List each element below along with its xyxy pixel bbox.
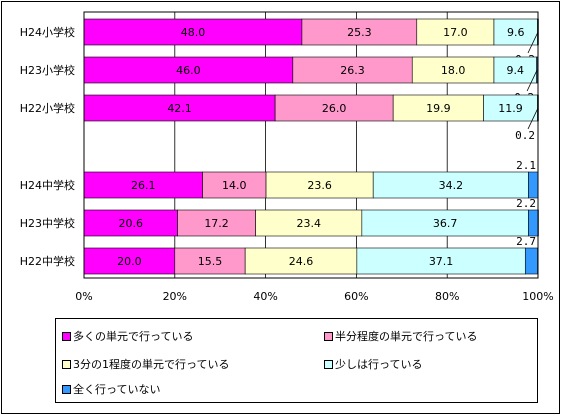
category-label: H22小学校	[20, 101, 75, 115]
bar-segment	[301, 18, 418, 46]
legend-item: 全く行っていない	[62, 382, 160, 398]
category-label: H24小学校	[20, 25, 75, 39]
plot-border	[83, 11, 539, 279]
bar-segment	[416, 18, 495, 46]
bar-segment	[177, 209, 256, 237]
data-label: 17.0	[443, 26, 468, 39]
data-label: 48.0	[181, 26, 206, 39]
legend-item: 3分の1程度の単元で行っている	[62, 357, 229, 373]
bar-segment	[528, 171, 539, 199]
data-label: 14.0	[222, 179, 247, 192]
data-label: 34.2	[439, 179, 464, 192]
bar-segment	[411, 56, 495, 84]
data-label: 2.7	[516, 235, 536, 248]
legend-swatch	[324, 359, 333, 369]
legend-label: 少しは行っている	[335, 358, 423, 371]
data-label: 9.6	[507, 26, 525, 39]
category-label: H22中学校	[20, 254, 75, 268]
bar-segment	[361, 209, 529, 237]
data-label: 23.4	[296, 217, 321, 230]
bar-segment	[493, 18, 538, 46]
category-label: H23中学校	[20, 216, 75, 230]
bar-segment	[392, 94, 484, 122]
bar-segment	[83, 56, 294, 84]
leader-line	[527, 107, 539, 130]
data-label: 15.5	[198, 255, 223, 268]
legend-swatch	[62, 359, 71, 369]
plot-area	[84, 12, 538, 278]
x-tick-label: 80%	[435, 290, 459, 303]
bar-segment	[528, 209, 539, 237]
bar-segment	[524, 247, 538, 275]
bar-segment	[493, 56, 537, 84]
legend-item: 多くの単元で行っている	[62, 329, 193, 345]
bar-segment	[174, 247, 246, 275]
x-tick-label: 20%	[163, 290, 187, 303]
legend-item: 半分程度の単元で行っている	[324, 329, 477, 345]
data-label: 37.1	[429, 255, 454, 268]
data-label: 17.2	[204, 217, 229, 230]
data-label: 26.1	[131, 179, 156, 192]
bar-segment	[292, 56, 413, 84]
legend-swatch	[62, 384, 71, 394]
x-tick-label: 100%	[522, 290, 553, 303]
bar-segment	[202, 171, 267, 199]
chart-legend: 多くの単元で行っている 半分程度の単元で行っている 3分の1程度の単元で行っている 少…	[55, 318, 538, 403]
data-label: 46.0	[176, 64, 201, 77]
bar-segment	[83, 94, 276, 122]
data-label: 18.0	[441, 64, 466, 77]
legend-label: 多くの単元で行っている	[73, 330, 194, 343]
leader-line	[527, 31, 539, 54]
legend-label: 半分程度の単元で行っている	[335, 330, 478, 343]
category-label: H24中学校	[20, 178, 75, 192]
data-label: 23.6	[307, 179, 332, 192]
legend-label: 3分の1程度の単元で行っている	[73, 358, 230, 371]
legend-label: 全く行っていない	[73, 383, 161, 396]
leader-line	[526, 69, 538, 92]
data-label: 25.3	[347, 26, 372, 39]
data-label: 19.9	[426, 102, 451, 115]
legend-swatch	[324, 331, 333, 341]
data-label: 24.6	[289, 255, 314, 268]
bar-segment	[83, 171, 203, 199]
data-label: 2.1	[516, 159, 536, 172]
data-label: 2.2	[516, 197, 536, 210]
legend-swatch	[62, 331, 71, 341]
bar-segment	[244, 247, 358, 275]
data-label: 9.4	[507, 64, 525, 77]
bar-segment	[274, 94, 394, 122]
data-label: 26.3	[340, 64, 365, 77]
data-label: 42.1	[167, 102, 192, 115]
bar-segment	[255, 209, 363, 237]
legend-item: 少しは行っている	[324, 357, 422, 373]
bar-segment	[372, 171, 529, 199]
data-label: 20.0	[117, 255, 142, 268]
data-label: 36.7	[433, 217, 458, 230]
x-tick-label: 40%	[253, 290, 277, 303]
category-label: H23小学校	[20, 63, 75, 77]
data-label: 26.0	[322, 102, 347, 115]
x-tick-label: 60%	[344, 290, 368, 303]
x-tick-label: 0%	[75, 290, 92, 303]
data-label: 0.2	[515, 129, 535, 142]
bar-segment	[83, 247, 176, 275]
data-label: 20.6	[119, 217, 144, 230]
data-label: 11.9	[498, 102, 523, 115]
